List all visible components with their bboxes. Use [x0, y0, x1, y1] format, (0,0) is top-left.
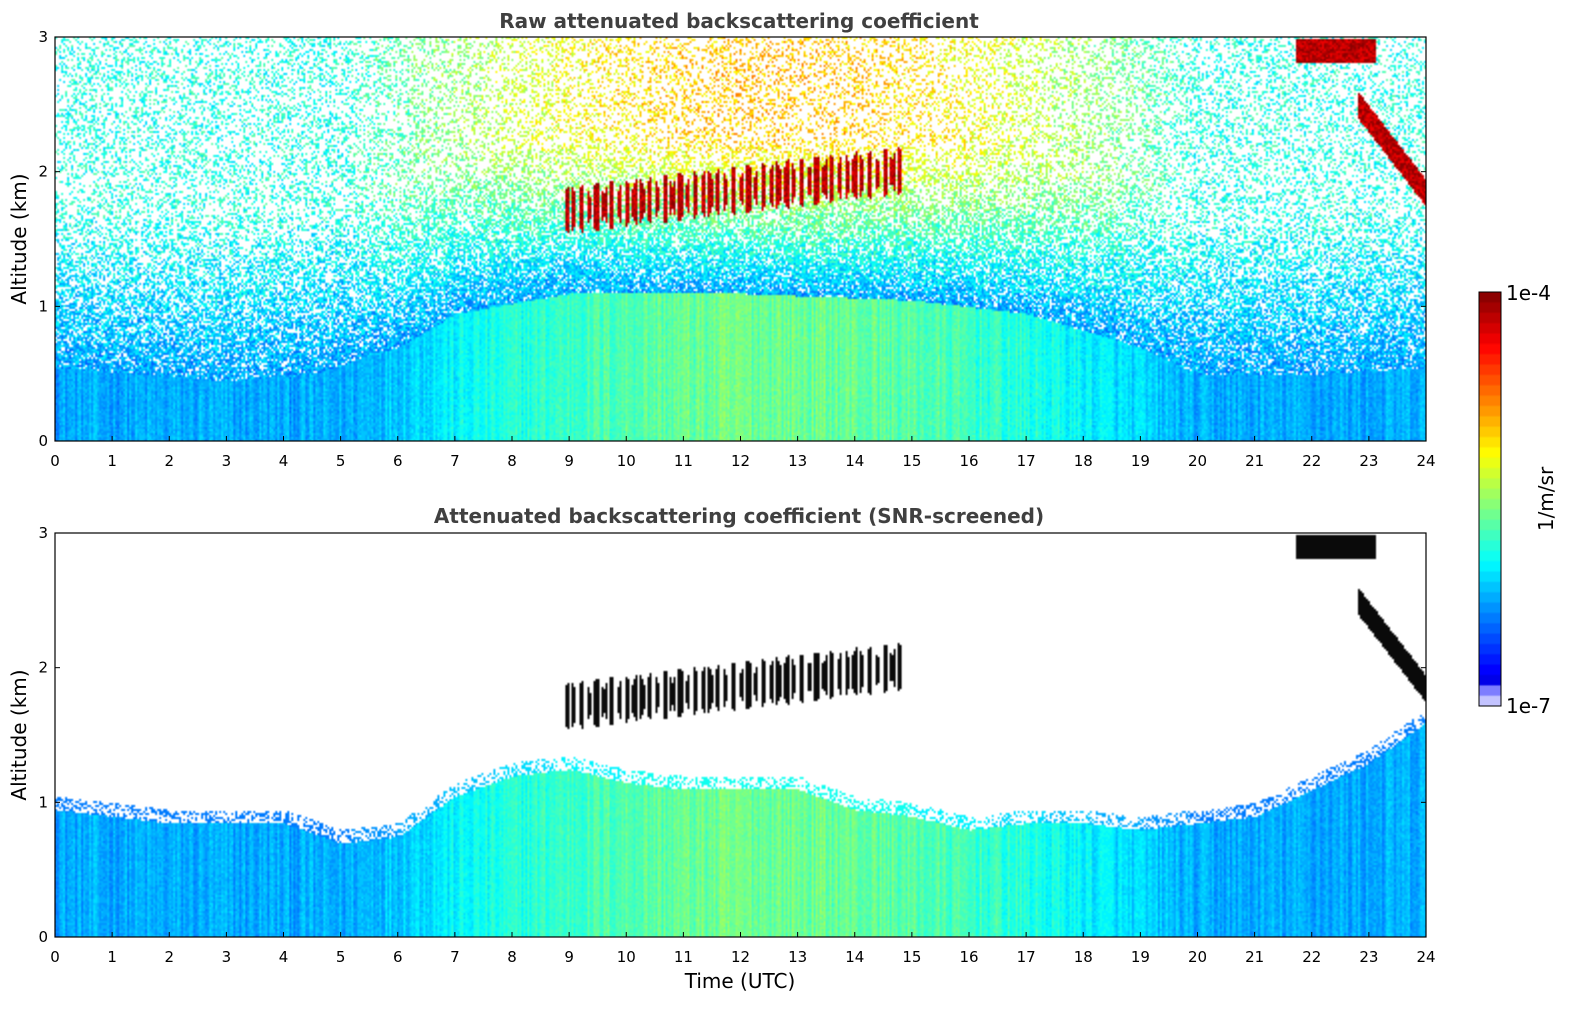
- colorbar-frame: [1478, 291, 1502, 707]
- panel-raw-xtick-label: 20: [1188, 452, 1207, 470]
- panel-screened-xtick-label: 2: [164, 948, 174, 966]
- panel-raw-axes: 0 1 2 3 4 5 6 7 8 9 10 11 12 13 14 15 16 17 18 19 20 21 22 23 24…: [38, 28, 1435, 470]
- panel-raw-xtick-label: 11: [674, 452, 693, 470]
- panel-raw-xtick-label: 12: [731, 452, 750, 470]
- panel-screened-xtick-label: 3: [222, 948, 232, 966]
- panel-screened-xtick-label: 22: [1302, 948, 1321, 966]
- panel-screened-xtick-label: 12: [731, 948, 750, 966]
- panel-screened-xtick-label: 1: [107, 948, 117, 966]
- panel-raw-xtick-label: 21: [1245, 452, 1264, 470]
- panel-screened-xtick-label: 6: [393, 948, 403, 966]
- panel-screened-xtick-label: 21: [1245, 948, 1264, 966]
- panel-raw-xtick-label: 5: [336, 452, 346, 470]
- panel-screened-xtick-label: 16: [959, 948, 978, 966]
- colorbar-label: 1/m/sr: [1534, 466, 1558, 531]
- panel-raw-xtick-label: 14: [845, 452, 864, 470]
- panel-screened-xtick-label: 0: [50, 948, 60, 966]
- panel-screened-xtick-label: 9: [564, 948, 574, 966]
- panel-raw-xtick-label: 19: [1131, 452, 1150, 470]
- panel-screened-xtick-label: 14: [845, 948, 864, 966]
- colorbar-min-label: 1e-7: [1506, 694, 1551, 718]
- panel-raw-ytick-label: 3: [38, 28, 48, 46]
- panel-screened-xtick-label: 8: [507, 948, 517, 966]
- panel-raw-xtick-label: 16: [959, 452, 978, 470]
- panel-raw-xtick-label: 15: [902, 452, 921, 470]
- panel-raw-xtick-label: 6: [393, 452, 403, 470]
- panel-raw-xtick-label: 7: [450, 452, 460, 470]
- panel-screened-ytick-label: 1: [38, 793, 48, 811]
- panel-screened-xtick-label: 10: [617, 948, 636, 966]
- panel-raw-xtick-label: 3: [222, 452, 232, 470]
- panel-screened-xtick-label: 15: [902, 948, 921, 966]
- colorbar-max-label: 1e-4: [1506, 281, 1551, 305]
- panel-raw-ylabel: Altitude (km): [7, 173, 31, 304]
- panel-raw-xtick-label: 23: [1359, 452, 1378, 470]
- panel-screened-ytick-label: 0: [38, 928, 48, 946]
- panel-screened-xtick-label: 19: [1131, 948, 1150, 966]
- panel-raw-xtick-label: 2: [164, 452, 174, 470]
- panel-raw-ytick-label: 1: [38, 297, 48, 315]
- panel-screened-ytick-label: 2: [38, 659, 48, 677]
- panel-screened-xlabel: Time (UTC): [684, 969, 796, 993]
- panel-raw-xtick-label: 24: [1416, 452, 1435, 470]
- panel-screened-xtick-label: 7: [450, 948, 460, 966]
- panel-raw-ytick-label: 2: [38, 163, 48, 181]
- panel-screened-xtick-label: 5: [336, 948, 346, 966]
- colorbar-gradient: [1479, 292, 1501, 706]
- panel-raw: Raw attenuated backscattering coefficien…: [7, 9, 1436, 470]
- panel-raw-xtick-label: 0: [50, 452, 60, 470]
- panel-screened-xtick-label: 20: [1188, 948, 1207, 966]
- panel-raw-xtick-label: 17: [1017, 452, 1036, 470]
- colorbar: 1e-4 1e-7 1/m/sr: [1478, 281, 1558, 718]
- panel-screened-xtick-label: 24: [1416, 948, 1435, 966]
- panel-raw-xtick-label: 10: [617, 452, 636, 470]
- panel-raw-xtick-label: 18: [1074, 452, 1093, 470]
- panel-screened-xtick-label: 17: [1017, 948, 1036, 966]
- panel-screened-xtick-label: 23: [1359, 948, 1378, 966]
- panel-raw-xtick-label: 8: [507, 452, 517, 470]
- panel-screened-xtick-label: 11: [674, 948, 693, 966]
- panel-raw-title: Raw attenuated backscattering coefficien…: [499, 9, 979, 33]
- panel-screened-ylabel: Altitude (km): [7, 669, 31, 800]
- panel-screened-xtick-label: 13: [788, 948, 807, 966]
- panel-screened-xtick-label: 18: [1074, 948, 1093, 966]
- panel-raw-xtick-label: 4: [279, 452, 289, 470]
- panel-screened: Attenuated backscattering coefficient (S…: [7, 504, 1436, 993]
- panel-raw-xtick-label: 1: [107, 452, 117, 470]
- panel-raw-ytick-label: 0: [38, 432, 48, 450]
- panel-screened-ytick-label: 3: [38, 524, 48, 542]
- panel-raw-xtick-label: 13: [788, 452, 807, 470]
- panel-screened-xtick-label: 4: [279, 948, 289, 966]
- panel-screened-title: Attenuated backscattering coefficient (S…: [434, 504, 1044, 528]
- panel-raw-heatmap: [55, 37, 1426, 441]
- panel-screened-axes: 0 1 2 3 4 5 6 7 8 9 10 11 12 13 14 15 16 17 18 19 20 21 22 23 24…: [38, 524, 1435, 966]
- panel-screened-heatmap: [55, 533, 1426, 937]
- panel-raw-xtick-label: 22: [1302, 452, 1321, 470]
- panel-raw-xtick-label: 9: [564, 452, 574, 470]
